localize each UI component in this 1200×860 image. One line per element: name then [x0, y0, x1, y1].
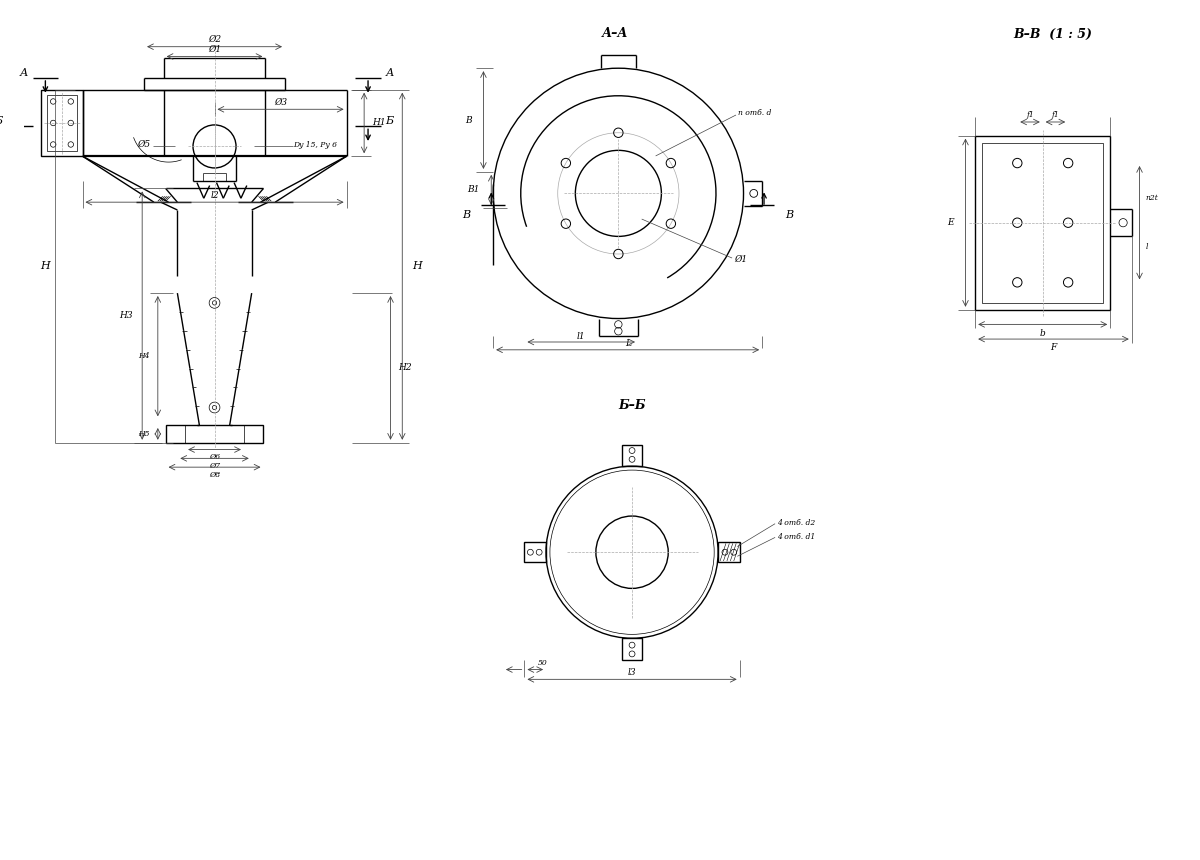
Text: 4 отб. d2: 4 отб. d2: [776, 519, 815, 527]
Text: Ø2: Ø2: [208, 35, 221, 45]
Text: Ø3: Ø3: [274, 98, 287, 107]
Bar: [718, 543, 739, 562]
Text: H4: H4: [138, 353, 150, 360]
Text: В–В  (1 : 5): В–В (1 : 5): [1013, 28, 1092, 40]
Text: E: E: [947, 218, 954, 227]
Text: H1: H1: [372, 119, 385, 127]
Bar: [524, 543, 546, 562]
Text: Ø7: Ø7: [209, 462, 220, 470]
Text: H: H: [412, 261, 421, 271]
Text: Ø6: Ø6: [209, 453, 220, 461]
Text: l2: l2: [210, 191, 218, 200]
Text: L: L: [625, 340, 631, 348]
Text: f1: f1: [1026, 111, 1034, 120]
Text: 4 отб. d1: 4 отб. d1: [776, 532, 815, 541]
Text: l: l: [1145, 243, 1148, 251]
Text: В: В: [786, 210, 793, 220]
Text: Dy 15, Ру 6: Dy 15, Ру 6: [293, 141, 337, 150]
Bar: [623, 445, 642, 466]
Text: Ø5: Ø5: [137, 140, 150, 149]
Text: l3: l3: [628, 668, 636, 677]
Bar: [982, 143, 1103, 303]
Text: B1: B1: [467, 186, 480, 194]
Text: F: F: [1050, 343, 1057, 353]
Text: Ø8: Ø8: [209, 471, 220, 479]
Text: Б–Б: Б–Б: [618, 399, 646, 412]
Text: В: В: [462, 210, 470, 220]
Text: l1: l1: [577, 332, 586, 341]
Bar: [976, 136, 1110, 310]
Text: n отб. d: n отб. d: [738, 109, 772, 117]
Text: А: А: [385, 68, 394, 78]
Text: А: А: [19, 68, 28, 78]
Text: B: B: [466, 115, 472, 125]
Text: H: H: [41, 261, 50, 271]
Bar: [42, 89, 83, 157]
Text: 50: 50: [538, 659, 548, 666]
Text: H2: H2: [398, 364, 412, 372]
Text: n2t: n2t: [1145, 194, 1158, 202]
Text: Ø1: Ø1: [733, 255, 746, 264]
Text: А–А: А–А: [602, 28, 629, 40]
Text: Б: Б: [0, 116, 2, 126]
Text: H3: H3: [119, 311, 132, 320]
Text: Б: Б: [385, 116, 394, 126]
Text: H5: H5: [138, 430, 150, 438]
Text: Ø1: Ø1: [208, 45, 221, 54]
Text: b: b: [1040, 329, 1045, 338]
Text: f1: f1: [1051, 111, 1060, 120]
Bar: [623, 638, 642, 660]
Bar: [47, 95, 77, 151]
Bar: [166, 425, 264, 443]
